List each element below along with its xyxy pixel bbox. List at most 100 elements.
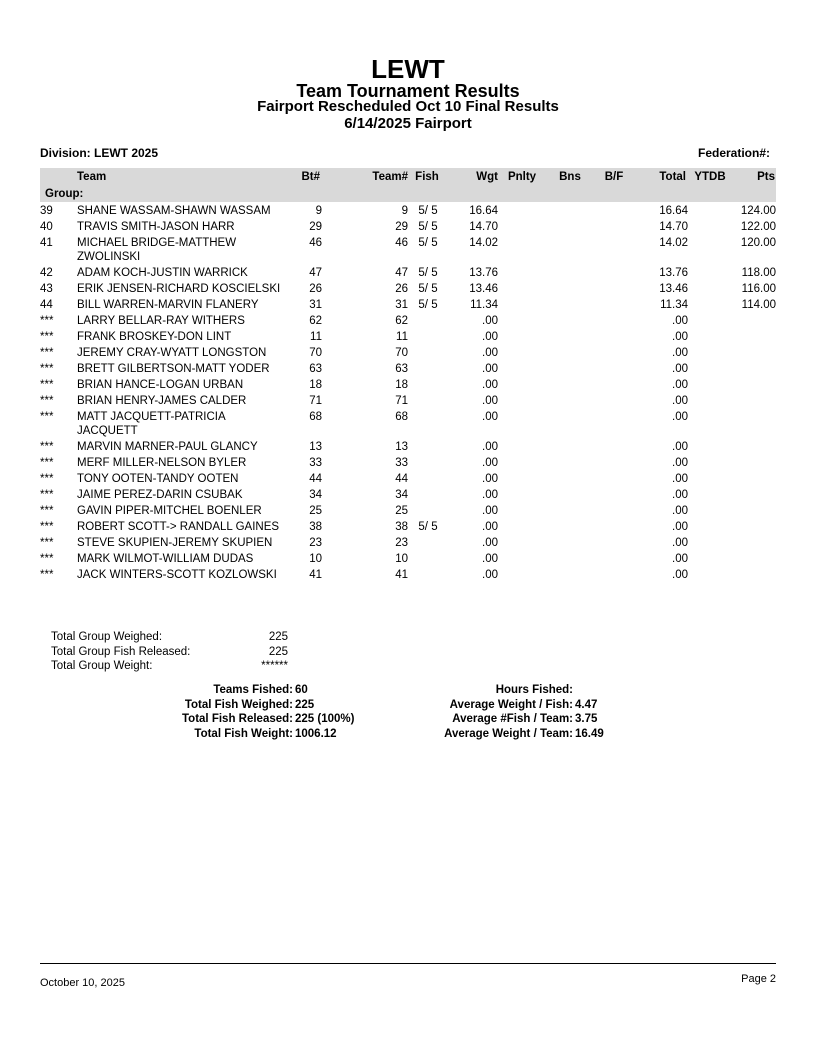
total: .00 [672, 411, 688, 423]
wgt: 11.34 [470, 299, 498, 311]
wgt: 13.76 [469, 267, 498, 279]
cell [546, 566, 594, 582]
cell [498, 550, 546, 566]
team: MARVIN MARNER-PAUL GLANCY [77, 441, 258, 453]
team-no: 63 [395, 363, 408, 375]
cell [498, 566, 546, 582]
cell [594, 312, 634, 328]
cell [594, 486, 634, 502]
cell [546, 280, 594, 296]
cell [688, 218, 732, 234]
cell [498, 218, 546, 234]
bt: 23 [309, 537, 322, 549]
total: .00 [672, 347, 688, 359]
fish: 5/ 5 [418, 221, 438, 233]
cell [594, 566, 634, 582]
cell [688, 550, 732, 566]
summary-value: 4.47 [575, 698, 598, 711]
group-total-label: Total Group Fish Released: [51, 645, 191, 658]
group-row: Group: [40, 185, 776, 202]
team: BRETT GILBERTSON-MATT YODER [77, 363, 270, 375]
wgt: .00 [482, 457, 498, 469]
summary-value: 16.49 [575, 727, 604, 740]
cell [594, 376, 634, 392]
summary-row: Teams Fished: 60 [170, 683, 355, 698]
cell [688, 202, 732, 218]
place: *** [40, 521, 54, 533]
result-row: 44 BILL WARREN-MARVIN FLANERY 31 31 5/ 5 11.3… [40, 296, 776, 312]
bt: 62 [309, 315, 322, 327]
bt: 38 [309, 521, 322, 533]
cell [546, 328, 594, 344]
wgt: .00 [482, 347, 498, 359]
cell [408, 566, 448, 582]
result-row: *** BRIAN HENRY-JAMES CALDER 71 71 .00 .00 [40, 392, 776, 408]
cell [408, 486, 448, 502]
cell [732, 376, 776, 392]
cell [546, 344, 594, 360]
cell [498, 328, 546, 344]
cell [498, 312, 546, 328]
bt: 31 [309, 299, 322, 311]
wgt: .00 [482, 315, 498, 327]
cell [546, 392, 594, 408]
pts: 116.00 [741, 283, 776, 295]
column-header: Pnlty [498, 168, 546, 185]
summary-label: Hours Fished: [495, 684, 573, 696]
cell [732, 360, 776, 376]
fish: 5/ 5 [418, 267, 438, 279]
header-row: Team Bt# Team# Fish Wgt Pnlty Bns B/F Total YTDB P… [40, 168, 776, 185]
cell [732, 328, 776, 344]
cell [408, 470, 448, 486]
cell [498, 392, 546, 408]
total: 14.70 [659, 221, 688, 233]
group-total-value: 225 [268, 645, 288, 658]
wgt: .00 [482, 379, 498, 391]
cell [498, 486, 546, 502]
summary-value: 225 [295, 698, 315, 711]
cell [546, 454, 594, 470]
team: FRANK BROSKEY-DON LINT [77, 331, 232, 343]
summary-right: Hours Fished: Average Weight / Fish: 4.47 A… [430, 683, 605, 741]
wgt: .00 [482, 441, 498, 453]
cell [732, 550, 776, 566]
total: .00 [672, 331, 688, 343]
cell [498, 280, 546, 296]
team-no: 13 [395, 441, 408, 453]
team-no: 29 [395, 221, 408, 233]
division: Division: LEWT 2025 [40, 146, 159, 160]
team-no: 23 [395, 537, 408, 549]
place: *** [40, 363, 54, 375]
cell [498, 454, 546, 470]
summary-row: Hours Fished: [430, 683, 605, 698]
total: .00 [672, 395, 688, 407]
team-no: 62 [395, 315, 408, 327]
pts: 114.00 [741, 299, 776, 311]
cell [546, 218, 594, 234]
subtitle: Team Tournament Results [296, 81, 520, 101]
bt: 18 [309, 379, 322, 391]
wgt: 13.46 [469, 283, 498, 295]
total: .00 [672, 379, 688, 391]
cell [732, 534, 776, 550]
summary-row: Total Fish Weight: 1006.12 [170, 727, 355, 742]
cell [688, 264, 732, 280]
cell [408, 502, 448, 518]
place: *** [40, 411, 54, 423]
cell [408, 344, 448, 360]
cell [408, 550, 448, 566]
total: .00 [672, 457, 688, 469]
cell [594, 218, 634, 234]
bt: 13 [309, 441, 322, 453]
cell [732, 408, 776, 438]
group-total-row: Total Group Weighed: 225 [51, 630, 288, 645]
cell [594, 502, 634, 518]
cell [408, 534, 448, 550]
cell [594, 360, 634, 376]
result-row: *** MARK WILMOT-WILLIAM DUDAS 10 10 .00 .00 [40, 550, 776, 566]
cell [688, 454, 732, 470]
result-row: *** STEVE SKUPIEN-JEREMY SKUPIEN 23 23 .00 .0… [40, 534, 776, 550]
cell [546, 438, 594, 454]
team: BRIAN HANCE-LOGAN URBAN [77, 379, 244, 391]
